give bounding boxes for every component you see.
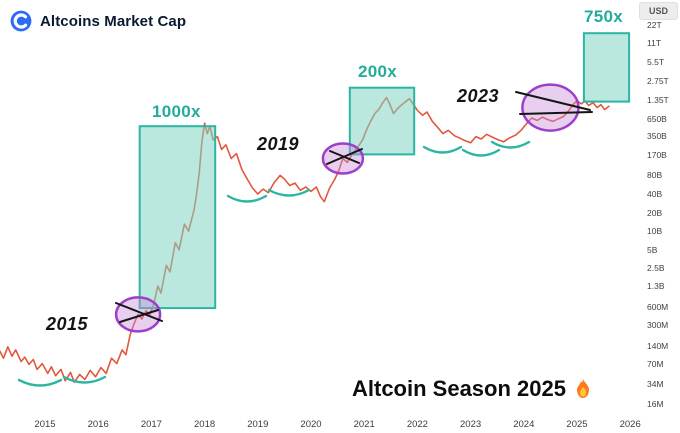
accumulation-arc (62, 375, 107, 384)
altcoins-logo-icon (10, 10, 32, 32)
accumulation-arc (226, 194, 268, 203)
growth-box-200x (348, 86, 416, 156)
growth-box-1000x (138, 125, 217, 310)
growth-box-750x (582, 32, 631, 103)
accumulation-arc (267, 188, 311, 197)
trend-line (115, 302, 163, 322)
cycle-bottom-circle-3 (521, 83, 580, 132)
accumulation-arc (461, 148, 501, 157)
cycle-bottom-circle-2 (321, 142, 365, 175)
cycle-bottom-circle-1 (114, 296, 162, 333)
trend-line (329, 150, 360, 164)
trend-line (519, 111, 593, 115)
currency-selector-button[interactable]: USD (638, 2, 678, 20)
accumulation-arc (490, 140, 531, 149)
accumulation-arc (17, 378, 63, 387)
accumulation-arc (422, 145, 463, 154)
chart-title: Altcoins Market Cap (40, 12, 187, 30)
trend-line (515, 91, 591, 111)
chart-header: Altcoins Market Cap (10, 10, 186, 32)
trend-line (119, 309, 159, 323)
marketcap-line (0, 96, 610, 384)
